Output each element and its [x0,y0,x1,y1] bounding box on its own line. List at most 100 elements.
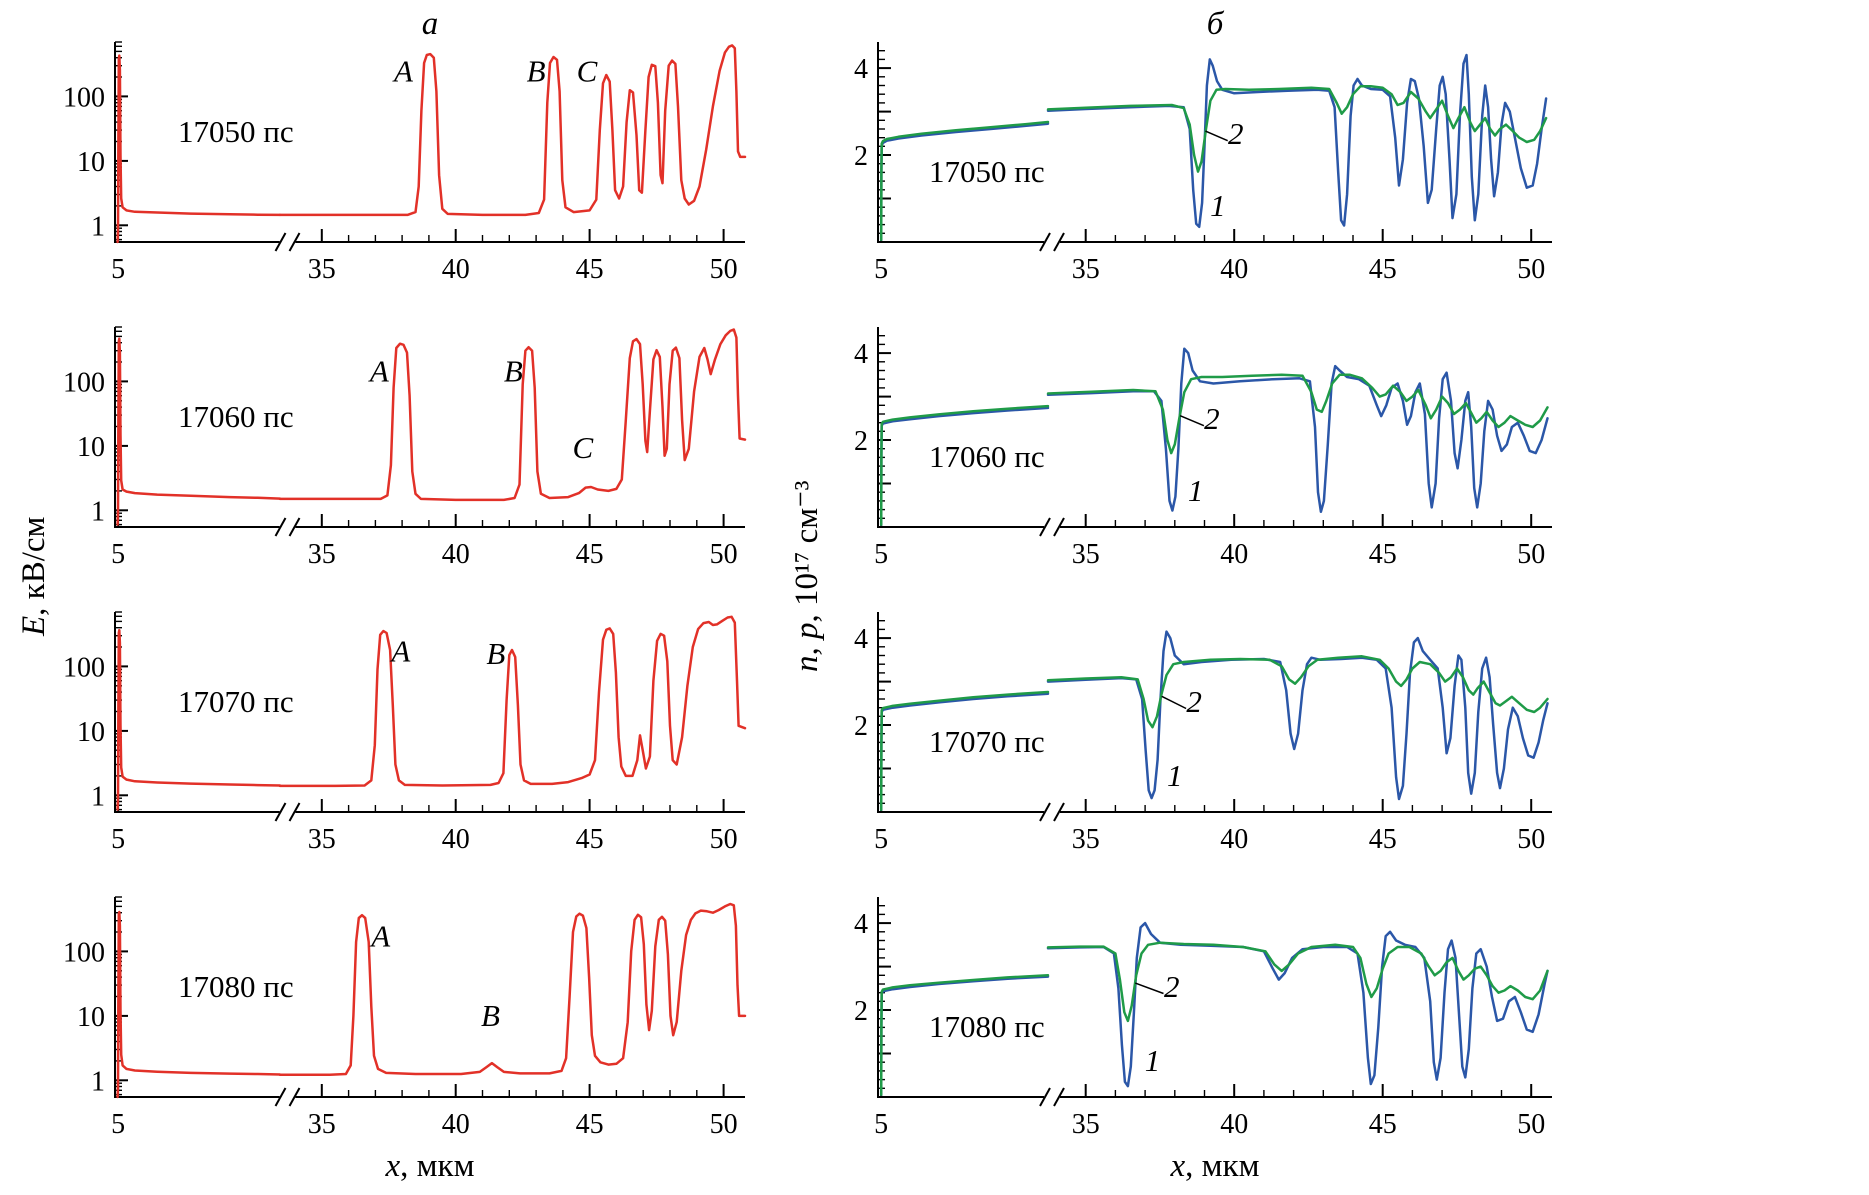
axis-or-tick [1039,802,1051,822]
label-45: 45 [1369,824,1397,855]
panel-np-17070: 2 4 5 35 40 45 50 2 1 17070 пс [808,600,1566,867]
axis-or-tick [1053,232,1065,252]
axis-or-tick [288,232,301,252]
label-45: 45 [1369,254,1397,285]
label-1: 1 [91,211,105,242]
label-4: 4 [854,54,868,85]
label-2: 2 [854,996,868,1027]
axis-or-tick [274,517,287,537]
panel-e-17080: 1 10 100 5 35 40 45 50 A B 17080 пс [45,885,759,1152]
series-2-pre [879,404,1050,527]
series-1-post [1046,921,1549,1088]
axis-or-tick [274,1087,287,1107]
chart-svg-e-17060: 1 10 100 5 35 40 45 50 A B C 17060 пс [63,326,747,570]
x-axis-unit-b: , мкм [1185,1148,1260,1184]
label-50: 50 [710,254,738,285]
label-45: 45 [576,254,604,285]
axis-or-tick [1179,415,1205,427]
label-2: 2 [854,426,868,457]
label-B: B [527,54,546,89]
series-1-post [1046,630,1549,801]
label-A: A [369,918,391,953]
label-35: 35 [1072,1109,1100,1140]
label-2: 2 [1228,116,1244,151]
label-40: 40 [1220,539,1248,570]
series-E-pre [116,54,282,244]
label-1: 1 [1210,188,1226,223]
series-E-post [278,902,747,1076]
label-35: 35 [1072,254,1100,285]
label-5: 5 [111,254,125,285]
series-2-pre [879,120,1050,242]
label-5: 5 [874,539,888,570]
series-2-post [1046,373,1549,455]
label-17070 пс: 17070 пс [178,684,294,719]
series-E-pre [116,628,282,811]
label-4: 4 [854,339,868,370]
label-A: A [368,353,390,388]
label-B: B [504,353,523,388]
label-50: 50 [710,824,738,855]
label-B: B [481,998,500,1033]
column-title-b: б [1207,6,1224,43]
panel-np-17050: 2 4 5 35 40 45 50 2 1 17050 пс [808,30,1566,297]
label-2: 2 [1186,684,1202,719]
axis-or-tick [1039,1087,1051,1107]
series-2-pre [879,974,1050,1097]
x-axis-variable-a: x [385,1148,401,1184]
label-C: C [573,430,594,465]
label-5: 5 [111,1109,125,1140]
label-1: 1 [1167,758,1183,793]
x-axis-variable-b: x [1170,1148,1186,1184]
label-35: 35 [308,1109,336,1140]
label-2: 2 [1164,969,1180,1004]
series-E-pre [116,337,282,526]
label-100: 100 [63,937,105,968]
chart-svg-e-17070: 1 10 100 5 35 40 45 50 A B 17070 пс [63,611,747,855]
label-4: 4 [854,909,868,940]
axis-or-tick [274,802,287,822]
axis-or-tick [274,232,287,252]
label-10: 10 [77,1002,105,1033]
label-10: 10 [77,432,105,463]
label-40: 40 [442,824,470,855]
series-E-post [278,615,747,788]
label-2: 2 [1204,401,1220,436]
label-100: 100 [63,82,105,113]
series-1-post [1046,347,1549,514]
axis-or-tick [288,1087,301,1107]
axis-or-tick [1053,517,1065,537]
axis-or-tick [1161,695,1187,710]
axis-or-tick [1039,232,1051,252]
label-B: B [486,636,505,671]
series-2-post [1046,85,1548,173]
panel-e-17070: 1 10 100 5 35 40 45 50 A B 17070 пс [45,600,759,867]
label-35: 35 [1072,824,1100,855]
axis-or-tick [1053,1087,1065,1107]
label-1: 1 [91,781,105,812]
label-1: 1 [1188,473,1204,508]
series-E-post [278,328,747,502]
label-35: 35 [1072,539,1100,570]
panel-np-17080: 2 4 5 35 40 45 50 2 1 17080 пс [808,885,1566,1152]
series-2-post [1046,655,1549,729]
series-1-post [1046,53,1548,229]
label-17050 пс: 17050 пс [178,114,294,149]
label-45: 45 [1369,1109,1397,1140]
label-A: A [389,633,411,668]
label-17070 пс: 17070 пс [929,724,1045,759]
label-45: 45 [576,539,604,570]
axis-or-tick [1135,982,1164,995]
label-35: 35 [308,539,336,570]
label-50: 50 [1517,1109,1545,1140]
series-2-pre [879,690,1050,812]
column-title-b-text: б [1206,6,1224,42]
label-45: 45 [1369,539,1397,570]
label-1: 1 [91,496,105,527]
label-1: 1 [91,1066,105,1097]
label-17060 пс: 17060 пс [178,399,294,434]
